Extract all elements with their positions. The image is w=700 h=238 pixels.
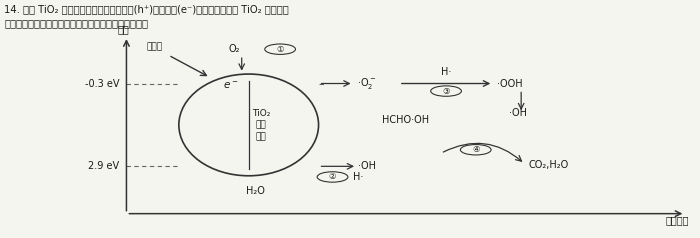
Text: ·O$_2^-$: ·O$_2^-$ [357,76,376,91]
Text: -0.3 eV: -0.3 eV [85,79,120,89]
Text: 能量: 能量 [117,24,129,34]
Text: O₂: O₂ [229,44,241,54]
Text: $e^-$: $e^-$ [223,80,239,91]
Text: H·: H· [354,172,364,182]
Text: 2.9 eV: 2.9 eV [88,161,120,171]
Text: ·OH: ·OH [509,108,526,118]
Text: ④: ④ [472,145,480,154]
Text: 14. 已知 TiO₂ 在光照下可以激发产生空穴(h⁺)和光电子(e⁻)，某课题组研究 TiO₂ 光催化降: 14. 已知 TiO₂ 在光照下可以激发产生空穴(h⁺)和光电子(e⁻)，某课题… [4,4,289,14]
Text: H·: H· [441,67,452,77]
Text: 反应历程: 反应历程 [665,215,689,225]
Text: 解室内污染物甲醛的机理如图所示，下列说法错误的是: 解室内污染物甲醛的机理如图所示，下列说法错误的是 [4,18,148,28]
Text: ①: ① [276,45,284,54]
Text: CO₂,H₂O: CO₂,H₂O [528,160,568,170]
Text: ·OH: ·OH [358,161,377,171]
Text: ·OOH: ·OOH [497,79,522,89]
Text: TiO₂
纳米
颗粒: TiO₂ 纳米 颗粒 [252,109,270,141]
Text: ③: ③ [442,87,450,96]
Text: HCHO·OH: HCHO·OH [382,115,430,125]
Text: 太阳光: 太阳光 [146,43,162,52]
Text: H₂O: H₂O [246,186,265,196]
Text: ②: ② [329,173,336,181]
